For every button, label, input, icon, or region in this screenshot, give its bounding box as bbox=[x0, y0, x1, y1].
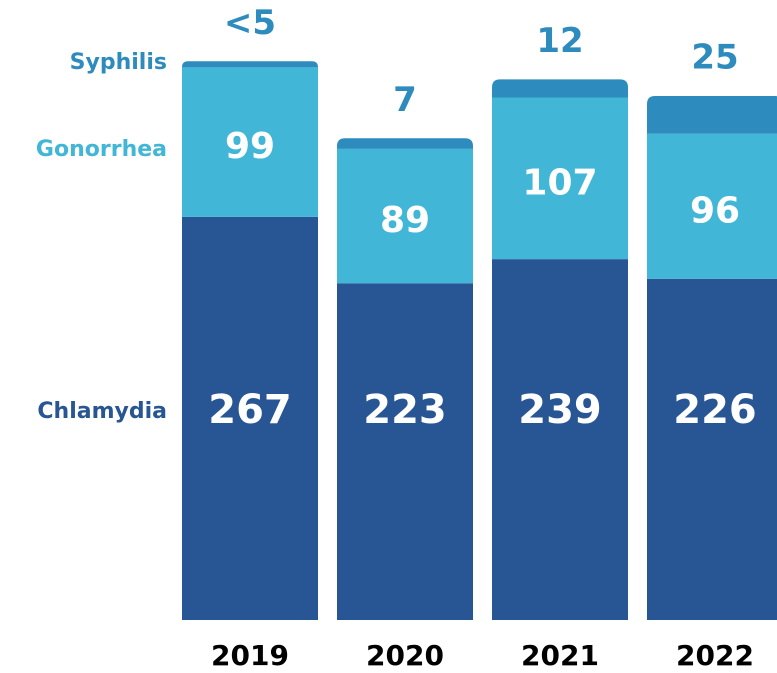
data-label: 223 bbox=[363, 387, 447, 433]
x-tick-label: 2021 bbox=[521, 639, 599, 672]
bar-segment bbox=[337, 148, 473, 284]
bar-segment bbox=[182, 61, 318, 68]
x-tick-label: 2020 bbox=[366, 639, 444, 672]
data-label: 7 bbox=[393, 80, 417, 120]
legend-label: Chlamydia bbox=[37, 399, 167, 424]
data-label: 99 bbox=[225, 126, 275, 167]
data-label: 96 bbox=[690, 190, 740, 231]
bar-segment bbox=[492, 97, 628, 260]
data-label: 25 bbox=[691, 38, 738, 78]
data-label: 267 bbox=[208, 387, 292, 433]
data-label: 107 bbox=[522, 162, 597, 203]
data-label: 239 bbox=[518, 387, 602, 433]
bar-segment bbox=[647, 133, 777, 279]
bar-segment bbox=[337, 138, 473, 149]
bar-segment bbox=[182, 216, 318, 620]
data-label: 226 bbox=[673, 387, 757, 433]
bar-segment bbox=[337, 283, 473, 620]
data-label: 89 bbox=[380, 200, 430, 241]
legend-label: Syphilis bbox=[70, 50, 167, 75]
x-tick-label: 2022 bbox=[676, 639, 754, 672]
bar-segment bbox=[647, 96, 777, 134]
legend-label: Gonorrhea bbox=[36, 137, 167, 162]
x-tick-label: 2019 bbox=[211, 639, 289, 672]
bar-segment bbox=[182, 67, 318, 217]
bar-segment bbox=[647, 278, 777, 620]
data-label: 12 bbox=[536, 21, 583, 61]
bar-segment bbox=[492, 79, 628, 98]
bar-segment bbox=[492, 259, 628, 620]
data-label: <5 bbox=[224, 3, 276, 43]
